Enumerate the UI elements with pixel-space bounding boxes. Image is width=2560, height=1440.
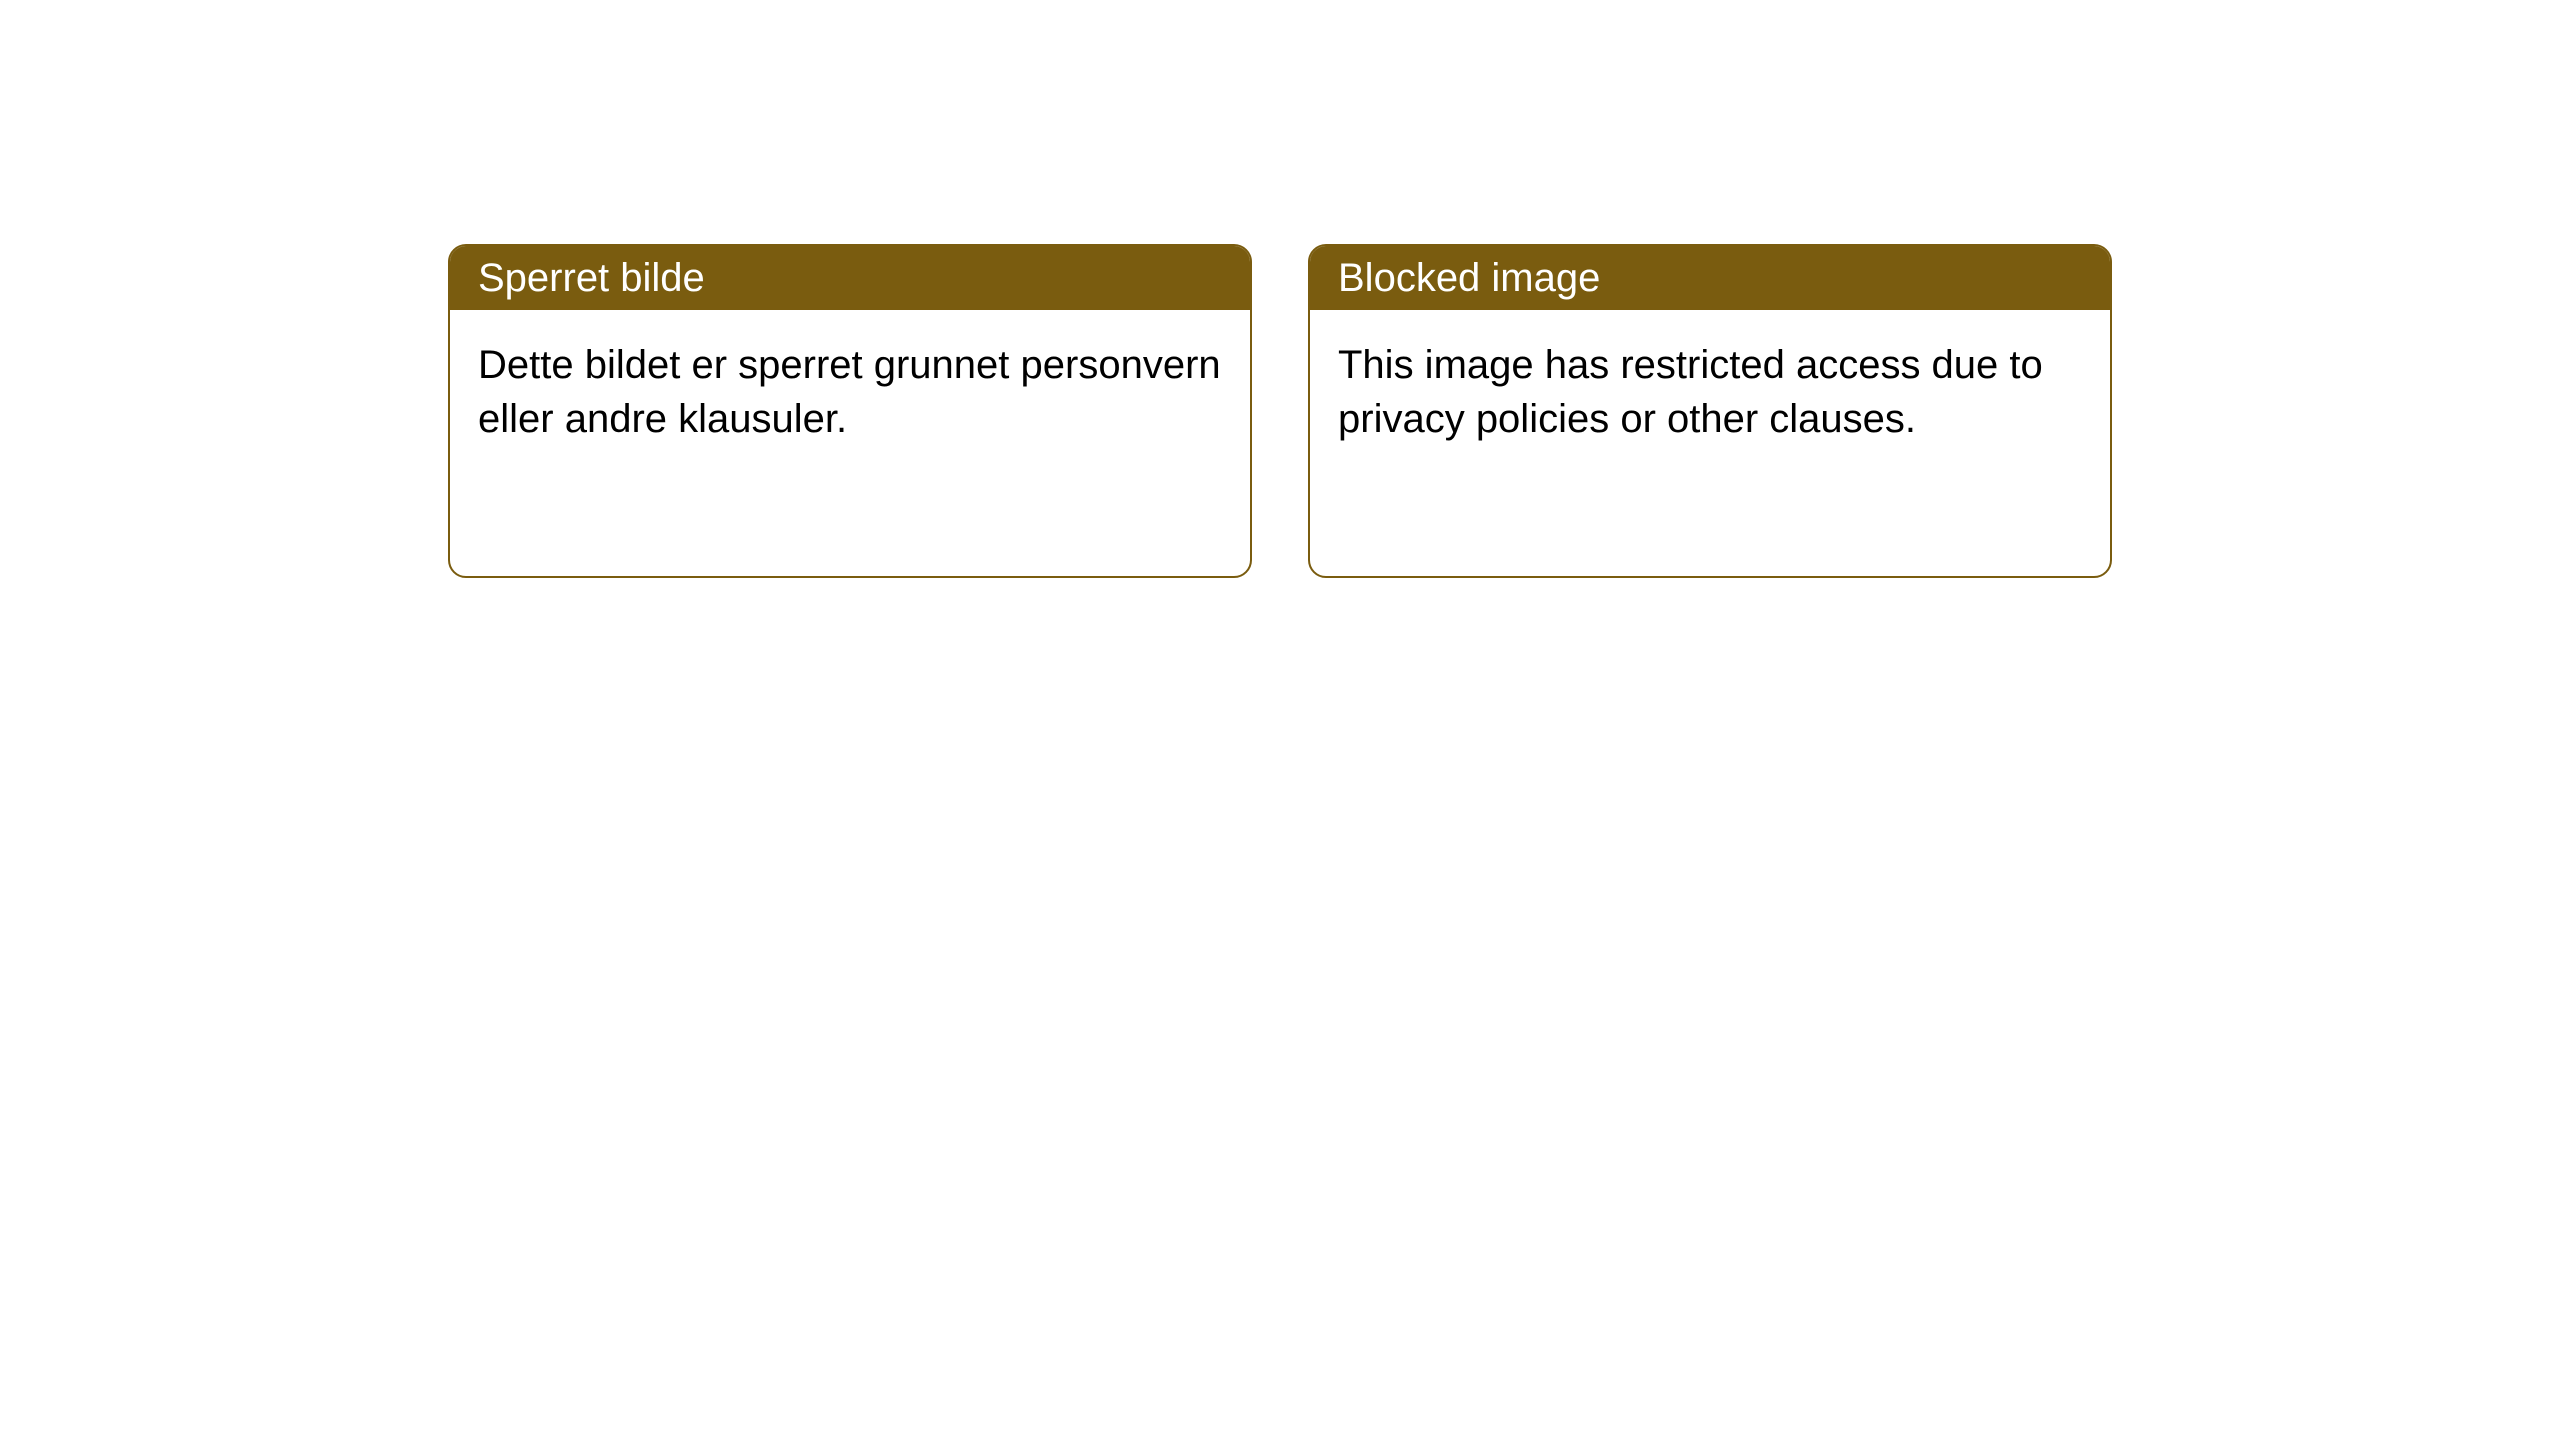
notice-body-english: This image has restricted access due to …: [1310, 310, 2110, 474]
notice-card-norwegian: Sperret bilde Dette bildet er sperret gr…: [448, 244, 1252, 578]
notice-header-norwegian: Sperret bilde: [450, 246, 1250, 310]
notice-header-english: Blocked image: [1310, 246, 2110, 310]
notice-card-english: Blocked image This image has restricted …: [1308, 244, 2112, 578]
notice-body-norwegian: Dette bildet er sperret grunnet personve…: [450, 310, 1250, 474]
notice-container: Sperret bilde Dette bildet er sperret gr…: [0, 0, 2560, 578]
